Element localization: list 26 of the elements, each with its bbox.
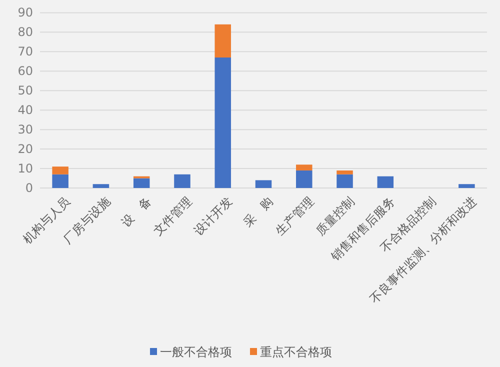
y-tick-label: 90 — [18, 6, 33, 20]
legend-label: 一般不合格项 — [160, 345, 232, 359]
y-tick-label: 50 — [18, 84, 33, 98]
y-tick-label: 70 — [18, 44, 33, 59]
bar — [214, 24, 231, 58]
bar — [377, 176, 394, 188]
y-tick-label: 30 — [18, 122, 33, 137]
bar — [214, 58, 231, 188]
y-tick-label: 40 — [18, 103, 33, 118]
bar — [336, 174, 353, 188]
bar — [52, 166, 68, 174]
legend-label: 重点不合格项 — [260, 345, 332, 359]
bar — [92, 184, 110, 188]
y-tick-label: 0 — [25, 181, 33, 195]
bar — [458, 184, 475, 188]
bar — [52, 174, 68, 188]
y-tick-label: 60 — [18, 64, 33, 78]
bar — [296, 164, 312, 170]
bar — [296, 170, 312, 188]
bar — [174, 174, 190, 188]
y-tick-label: 20 — [18, 142, 33, 156]
bar — [133, 178, 150, 188]
bar — [255, 180, 272, 188]
y-tick-label: 10 — [18, 162, 33, 176]
y-tick-label: 80 — [18, 25, 33, 40]
bar — [336, 170, 353, 174]
